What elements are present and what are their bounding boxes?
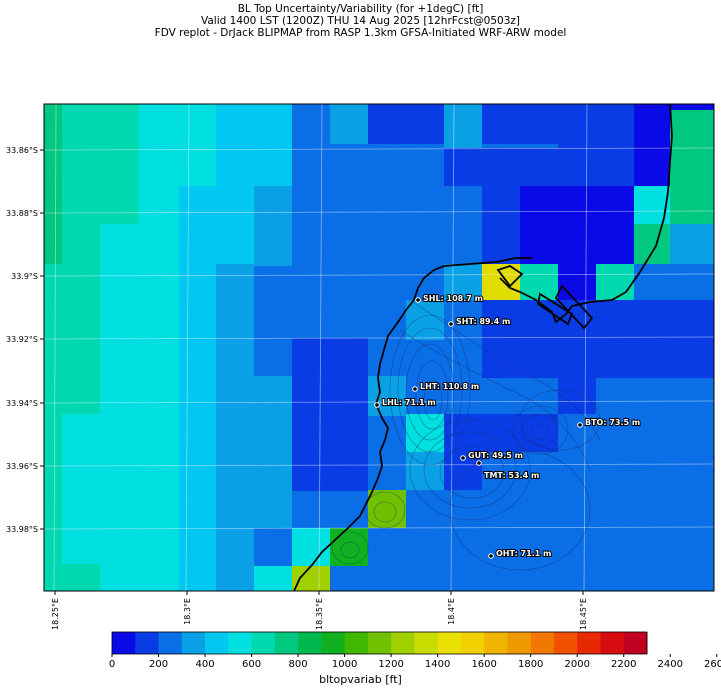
map-frame [43,103,715,592]
colorbar-swatch [158,632,183,654]
colorbar-swatch [437,632,462,654]
colorbar-tick-label: 2000 [564,659,589,670]
title-line-1: BL Top Uncertainty/Variability (for +1de… [237,3,484,15]
station-markers: SHL: 108.7 m SHT: 89.4 m LHT: 110.8 m LH… [374,293,641,559]
colorbar-swatch [181,632,206,654]
graticule [44,104,714,591]
terrain-contours [331,299,601,571]
colorbar-swatch [367,632,392,654]
lat-axis: 33.86°S 33.88°S 33.9°S 33.92°S 33.94°S 3… [6,146,44,534]
station-tmt[interactable]: TMT: 53.4 m [476,460,540,481]
colorbar-swatch [298,632,322,654]
chart-title: BL Top Uncertainty/Variability (for +1de… [0,3,721,39]
lat-label: 33.88°S [6,209,38,218]
station-sht[interactable]: SHT: 89.4 m [448,316,511,327]
station-bto[interactable]: BTO: 73.5 m [577,417,641,428]
lat-label: 33.86°S [6,146,38,155]
lon-label: 18.25°E [51,598,60,630]
colorbar-swatch [205,632,229,654]
colorbar-tick-label: 200 [149,659,168,670]
colorbar-tick-label: 1400 [425,659,450,670]
station-label: BTO: 73.5 m [585,418,640,427]
lon-label: 18.35°E [315,598,324,630]
colorbar-swatch [135,632,159,654]
station-label: LHL: 71.1 m [382,398,436,407]
colorbar-tick-label: 0 [109,659,115,670]
colorbar-label: bltopvariab [ft] [319,673,402,686]
blt-variability-field [44,104,714,591]
colorbar-swatch [321,632,346,654]
lat-label: 33.92°S [6,335,38,344]
station-shl[interactable]: SHL: 108.7 m [415,293,484,304]
colorbar-tick-label: 2400 [658,659,683,670]
colorbar-swatch [274,632,299,654]
colorbar-swatch [484,632,508,654]
colorbar-frame [111,631,648,655]
station-gut[interactable]: GUT: 49.5 m [460,450,524,461]
lon-axis: 18.25°E 18.3°E 18.35°E 18.4°E 18.45°E [51,591,588,630]
station-label: SHL: 108.7 m [423,294,483,303]
station-label: GUT: 49.5 m [468,451,523,460]
lat-label: 33.94°S [6,399,38,408]
colorbar-tick-label: 600 [242,659,261,670]
colorbar-swatch [228,632,252,654]
colorbar-swatch [414,632,439,654]
colorbar-swatch [507,632,532,654]
colorbar-tick-label: 1200 [378,659,403,670]
lon-label: 18.3°E [183,598,192,625]
colorbar-swatch [460,632,485,654]
colorbar: 0 200 400 600 800 1000 1200 1400 1600 1800 2000 220… [109,631,721,670]
colorbar-tick-label: 800 [289,659,308,670]
colorbar-swatch [251,632,276,654]
colorbar-tick-label: 2600 [704,659,721,670]
lat-label: 33.96°S [6,462,38,471]
colorbar-swatch [530,632,555,654]
title-line-2: Valid 1400 LST (1200Z) THU 14 Aug 2025 [… [201,15,520,27]
lat-label: 33.9°S [11,272,38,281]
colorbar-tick-label: 1800 [518,659,543,670]
colorbar-swatch [623,632,648,654]
station-lht[interactable]: LHT: 110.8 m [412,381,480,392]
colorbar-tick-label: 1000 [332,659,357,670]
station-label: SHT: 89.4 m [456,317,510,326]
lat-label: 33.98°S [6,525,38,534]
colorbar-swatch [391,632,415,654]
station-oht[interactable]: OHT: 71.1 m [488,548,552,559]
colorbar-tick-label: 1600 [471,659,496,670]
colorbar-tick-label: 400 [195,659,214,670]
colorbar-swatch [344,632,369,654]
colorbar-swatch [577,632,601,654]
station-label: LHT: 110.8 m [420,382,479,391]
lon-label: 18.45°E [579,598,588,630]
coastline [293,104,673,591]
colorbar-swatch [553,632,578,654]
colorbar-swatch [600,632,625,654]
station-label: OHT: 71.1 m [496,549,551,558]
lon-label: 18.4°E [447,598,456,625]
colorbar-tick-label: 2200 [611,659,636,670]
title-line-3: FDV replot - DrJack BLIPMAP from RASP 1.… [154,27,567,39]
station-label: TMT: 53.4 m [484,471,539,480]
colorbar-swatch [112,632,136,654]
station-lhl[interactable]: LHL: 71.1 m [374,397,437,408]
